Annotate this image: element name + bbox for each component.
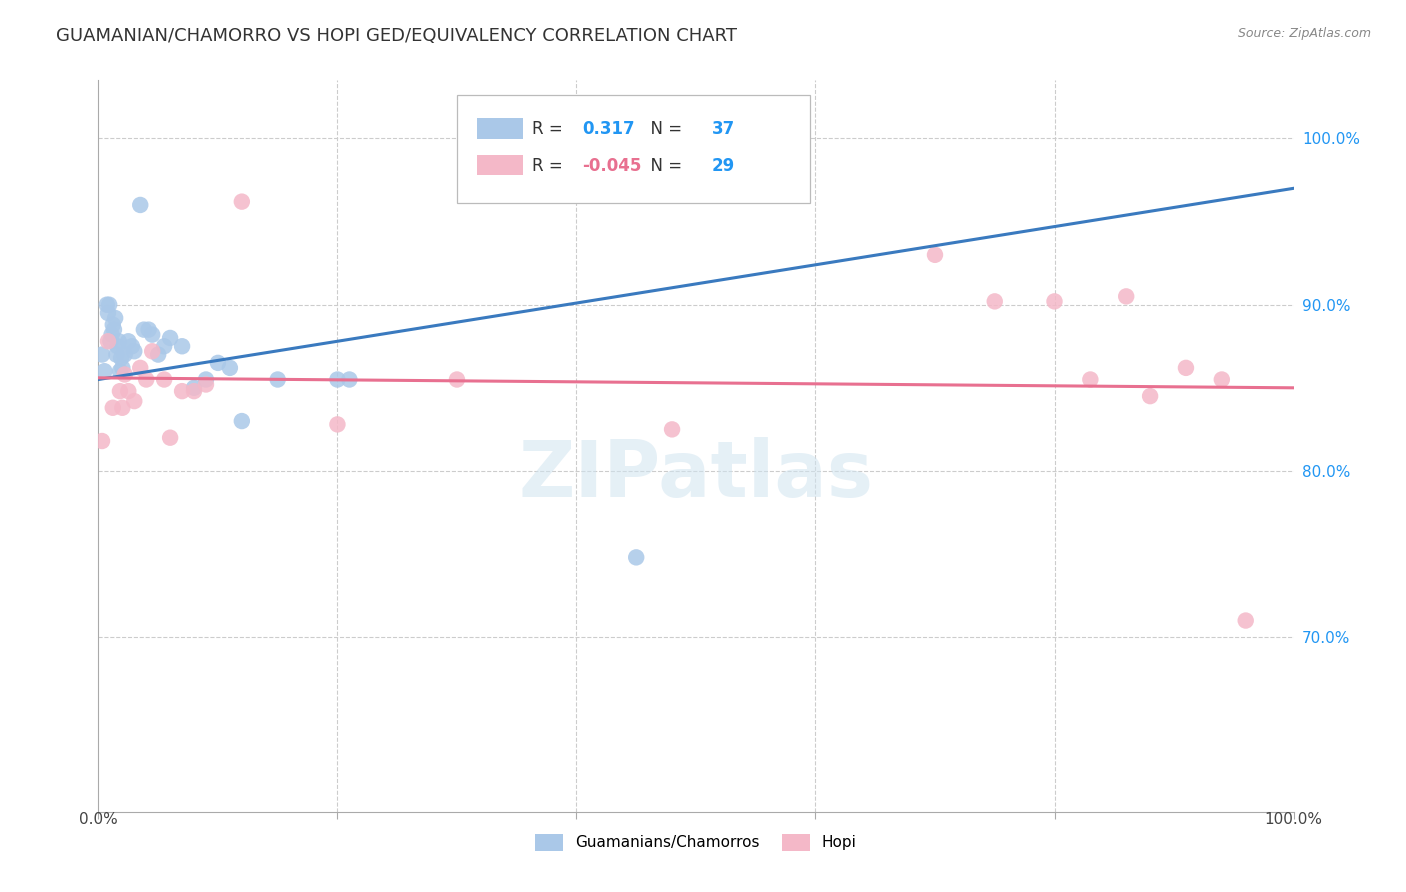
Point bbox=[97, 306, 120, 320]
Point bbox=[91, 434, 114, 448]
Point bbox=[117, 384, 139, 398]
Point bbox=[111, 401, 134, 415]
Point bbox=[231, 194, 253, 209]
Text: Source: ZipAtlas.com: Source: ZipAtlas.com bbox=[1237, 27, 1371, 40]
Point bbox=[159, 331, 181, 345]
Point bbox=[326, 372, 349, 386]
Point bbox=[1175, 360, 1198, 375]
Text: ZIPatlas: ZIPatlas bbox=[519, 437, 873, 513]
Text: 29: 29 bbox=[711, 157, 735, 175]
Point bbox=[96, 298, 118, 312]
Point bbox=[132, 323, 155, 337]
Point bbox=[108, 384, 131, 398]
Point bbox=[1139, 389, 1161, 403]
Point bbox=[924, 248, 946, 262]
Legend: Guamanians/Chamorros, Hopi: Guamanians/Chamorros, Hopi bbox=[529, 828, 863, 856]
Point bbox=[326, 417, 349, 432]
Point bbox=[105, 347, 128, 362]
Point bbox=[195, 372, 218, 386]
Point bbox=[1115, 289, 1137, 303]
Text: -0.045: -0.045 bbox=[582, 157, 641, 175]
Point bbox=[148, 347, 170, 362]
Bar bbox=[477, 119, 523, 139]
Point bbox=[231, 414, 253, 428]
Point bbox=[1211, 372, 1233, 386]
Point bbox=[129, 360, 152, 375]
Point bbox=[219, 360, 242, 375]
Point bbox=[124, 344, 146, 359]
FancyBboxPatch shape bbox=[457, 95, 810, 203]
Point bbox=[98, 334, 122, 349]
Point bbox=[183, 381, 205, 395]
Point bbox=[103, 323, 125, 337]
Point bbox=[153, 339, 176, 353]
Point bbox=[110, 351, 132, 365]
Point bbox=[100, 327, 122, 342]
Point bbox=[97, 334, 120, 349]
Point bbox=[129, 198, 152, 212]
Text: 37: 37 bbox=[711, 120, 735, 138]
Point bbox=[107, 339, 129, 353]
Point bbox=[984, 294, 1007, 309]
Point bbox=[153, 372, 176, 386]
Point bbox=[661, 422, 683, 436]
Point bbox=[135, 372, 157, 386]
Point bbox=[108, 364, 131, 378]
Point bbox=[141, 327, 163, 342]
Point bbox=[195, 377, 218, 392]
Text: 100.0%: 100.0% bbox=[1264, 812, 1323, 827]
Point bbox=[121, 339, 143, 353]
Point bbox=[138, 323, 160, 337]
Point bbox=[111, 360, 134, 375]
Point bbox=[172, 384, 194, 398]
Point bbox=[207, 356, 229, 370]
Point bbox=[141, 344, 163, 359]
Point bbox=[104, 310, 127, 325]
Point bbox=[98, 298, 121, 312]
Point bbox=[159, 431, 181, 445]
Text: GUAMANIAN/CHAMORRO VS HOPI GED/EQUIVALENCY CORRELATION CHART: GUAMANIAN/CHAMORRO VS HOPI GED/EQUIVALEN… bbox=[56, 27, 737, 45]
Bar bbox=[477, 155, 523, 176]
Point bbox=[183, 384, 205, 398]
Point bbox=[101, 401, 124, 415]
Point bbox=[446, 372, 468, 386]
Point bbox=[1234, 614, 1257, 628]
Text: 0.0%: 0.0% bbox=[79, 812, 118, 827]
Point bbox=[267, 372, 290, 386]
Point bbox=[1080, 372, 1102, 386]
Text: N =: N = bbox=[640, 120, 688, 138]
Point bbox=[626, 550, 648, 565]
Point bbox=[91, 347, 114, 362]
Text: N =: N = bbox=[640, 157, 688, 175]
Text: R =: R = bbox=[533, 157, 568, 175]
Point bbox=[114, 368, 136, 382]
Point bbox=[124, 394, 146, 409]
Point bbox=[101, 318, 124, 332]
Point bbox=[93, 364, 115, 378]
Point bbox=[114, 347, 136, 362]
Text: R =: R = bbox=[533, 120, 568, 138]
Text: 0.317: 0.317 bbox=[582, 120, 636, 138]
Point bbox=[1043, 294, 1066, 309]
Point bbox=[107, 334, 129, 349]
Point bbox=[172, 339, 194, 353]
Point bbox=[117, 334, 139, 349]
Point bbox=[339, 372, 361, 386]
